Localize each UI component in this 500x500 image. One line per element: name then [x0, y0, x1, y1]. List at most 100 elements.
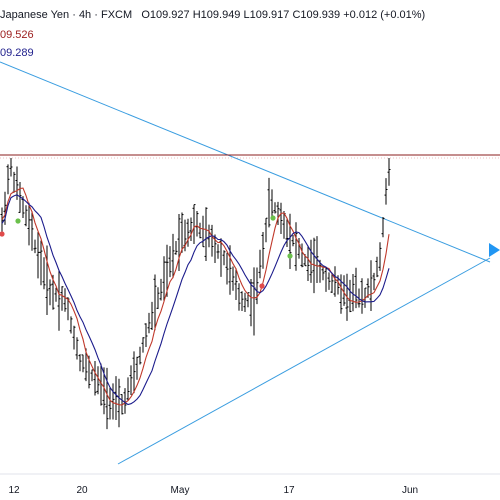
price-bar [96, 366, 100, 395]
ma-slow-line[interactable] [1, 194, 390, 406]
interval[interactable]: 4h [78, 9, 92, 21]
price-bar [285, 219, 289, 247]
ma-fast-legend[interactable]: 09.526 [0, 29, 34, 41]
price-bar [138, 346, 142, 365]
ma-slow-legend[interactable]: 09.289 [0, 47, 34, 59]
price-bar [258, 249, 262, 279]
price-bar [132, 351, 136, 394]
price-bar [129, 365, 133, 395]
price-bar [372, 272, 376, 291]
price-bar [39, 240, 43, 286]
price-bar [93, 361, 97, 396]
price-bar [171, 233, 175, 279]
price-bar [264, 217, 268, 243]
price-bar [45, 245, 49, 315]
price-bar [237, 283, 241, 311]
price-bar [123, 388, 127, 414]
price-bar [141, 337, 145, 353]
price-bar [174, 241, 178, 255]
x-tick-label: May [171, 485, 190, 496]
sell-signal-dot[interactable] [0, 231, 5, 237]
price-bar [102, 367, 106, 415]
legend-title-row: Japanese Yen · 4h · FXCM O109.927 H109.9… [0, 9, 426, 21]
exchange: FXCM [100, 9, 133, 21]
price-bar [231, 266, 235, 291]
price-bar [360, 278, 364, 314]
buy-signal-dot[interactable] [15, 218, 21, 224]
price-bar [270, 189, 274, 217]
price-bar [204, 207, 208, 261]
ascending-trendline[interactable] [117, 257, 491, 465]
x-tick-label: 20 [76, 485, 88, 496]
price-bar [327, 272, 331, 290]
price-bar [384, 178, 388, 205]
price-bar [60, 286, 64, 311]
price-bar [381, 217, 385, 238]
descending-trendline[interactable] [0, 61, 491, 263]
price-bar [375, 256, 379, 278]
x-tick-label: Jun [402, 485, 418, 496]
price-bar [189, 217, 193, 241]
price-bars [0, 158, 391, 430]
price-bar [72, 325, 76, 350]
price-bar [69, 316, 73, 334]
price-bar [195, 211, 199, 237]
price-bar [117, 378, 121, 428]
price-bar [63, 288, 67, 312]
price-bar [354, 267, 358, 309]
price-bar [198, 222, 202, 239]
price-bar [261, 232, 265, 269]
price-bar [144, 323, 148, 347]
price-bar [168, 246, 172, 278]
price-bar [27, 202, 31, 246]
buy-signal-dot[interactable] [270, 215, 276, 221]
price-bar [126, 377, 130, 401]
price-bar [9, 158, 13, 177]
price-bar [294, 222, 298, 271]
price-bar [387, 158, 391, 186]
ma-slow-value: 09.289 [0, 47, 34, 59]
price-bar [156, 287, 160, 309]
sell-signal-dot[interactable] [259, 283, 265, 289]
price-bar [300, 243, 304, 268]
price-bar [135, 356, 139, 380]
buy-signal-dot[interactable] [287, 253, 293, 259]
price-bar [75, 337, 79, 360]
price-bar [30, 211, 34, 251]
price-bar [12, 171, 16, 193]
price-bar [33, 239, 37, 254]
price-bar [324, 267, 328, 292]
price-bar [216, 244, 220, 259]
high-value: H109.949 [192, 9, 241, 21]
price-bar [105, 367, 109, 430]
price-bar [57, 270, 61, 331]
x-tick-label: 17 [283, 485, 295, 496]
change-value: +0.012 (+0.01%) [343, 9, 426, 21]
price-bar [177, 214, 181, 271]
x-tick-label: 12 [8, 485, 20, 496]
price-bar [162, 256, 166, 301]
price-bar [210, 224, 214, 257]
price-bar [321, 265, 325, 281]
low-value: L109.917 [243, 9, 290, 21]
price-bar [165, 244, 169, 297]
price-bar [234, 268, 238, 300]
price-bar [288, 213, 292, 269]
price-bar [243, 292, 247, 312]
symbol-name[interactable]: Japanese Yen [0, 9, 70, 21]
triangle-right-icon[interactable] [489, 243, 500, 257]
price-bar [330, 272, 334, 293]
price-bar [0, 207, 4, 237]
price-bar [78, 354, 82, 372]
price-bar [108, 387, 112, 420]
price-bar [222, 250, 226, 266]
price-bar [159, 278, 163, 301]
price-bar [48, 279, 52, 306]
price-bar [255, 267, 259, 305]
price-bar [378, 242, 382, 271]
ma-fast-line[interactable] [1, 187, 390, 406]
price-bar [309, 239, 313, 283]
price-bar [333, 266, 337, 297]
